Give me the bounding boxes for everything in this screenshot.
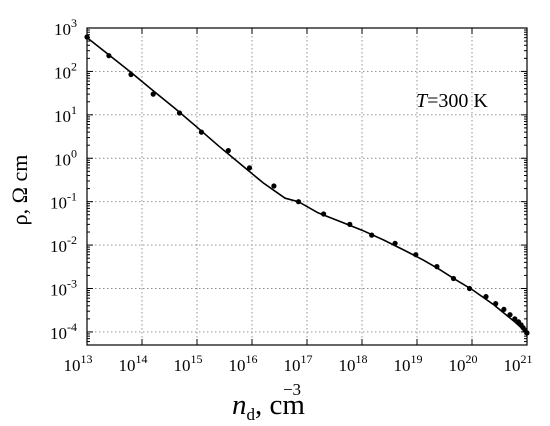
- data-point: [434, 264, 440, 270]
- data-point: [150, 91, 156, 97]
- fit-curve: [86, 36, 528, 334]
- data-point: [128, 71, 134, 78]
- x-tick-labels: 1013 1014 1015 1016 1017 1018 1019 1020 1021: [64, 352, 533, 375]
- x-label-separator: ,: [255, 389, 270, 421]
- y-tick-label: 10-4: [50, 320, 77, 343]
- data-point: [507, 312, 513, 318]
- data-point: [225, 148, 231, 154]
- x-tick-label: 1014: [119, 352, 148, 375]
- y-tick-label: 103: [54, 16, 77, 39]
- y-axis-label: ρ, Ω cm: [7, 155, 32, 226]
- data-points: [84, 34, 530, 336]
- x-axis-label: nd, cm−3: [232, 380, 305, 424]
- y-tick-label: 10-1: [50, 190, 77, 213]
- data-point: [413, 252, 419, 258]
- temperature-annotation: T=300 K: [416, 90, 488, 112]
- data-point: [295, 199, 302, 205]
- x-tick-label: 1019: [394, 352, 423, 375]
- data-point: [450, 275, 457, 282]
- grid: [87, 27, 527, 345]
- data-point: [466, 285, 473, 292]
- data-point: [369, 232, 375, 238]
- data-point: [176, 110, 183, 116]
- x-tick-label: 1015: [174, 352, 203, 375]
- x-label-subscript: d: [247, 405, 256, 424]
- data-point: [106, 53, 112, 59]
- x-tick-label: 1021: [504, 352, 533, 375]
- data-point: [501, 306, 507, 312]
- y-tick-label: 10-3: [50, 277, 77, 300]
- x-tick-label: 1017: [284, 352, 313, 375]
- data-point: [321, 211, 327, 217]
- x-tick-label: 1018: [339, 352, 368, 375]
- x-label-unit: cm: [270, 389, 306, 421]
- data-point: [493, 301, 499, 307]
- annotation-italic: T: [416, 90, 429, 112]
- data-point: [512, 316, 518, 322]
- x-tick-label: 1013: [64, 352, 93, 375]
- x-tick-label: 1016: [229, 352, 258, 375]
- annotation-rest: =300 K: [427, 90, 488, 112]
- y-tick-label: 100: [54, 146, 77, 169]
- y-tick-label: 102: [54, 59, 77, 82]
- fit-curve-line: [86, 36, 528, 334]
- y-tick-label: 10-2: [50, 233, 77, 256]
- x-label-symbol: n: [232, 389, 247, 421]
- data-point: [271, 183, 277, 189]
- data-point: [392, 240, 398, 246]
- data-point: [198, 129, 204, 135]
- data-point: [246, 165, 253, 171]
- plot-frame: [86, 27, 528, 346]
- y-tick-label: 101: [54, 103, 77, 126]
- x-label-exponent: −3: [283, 380, 301, 399]
- y-tick-labels: 10-4 10-3 10-2 10-1 100 101 102 103: [50, 16, 77, 343]
- data-point: [483, 294, 489, 300]
- x-tick-label: 1020: [449, 352, 478, 375]
- data-point: [347, 221, 353, 227]
